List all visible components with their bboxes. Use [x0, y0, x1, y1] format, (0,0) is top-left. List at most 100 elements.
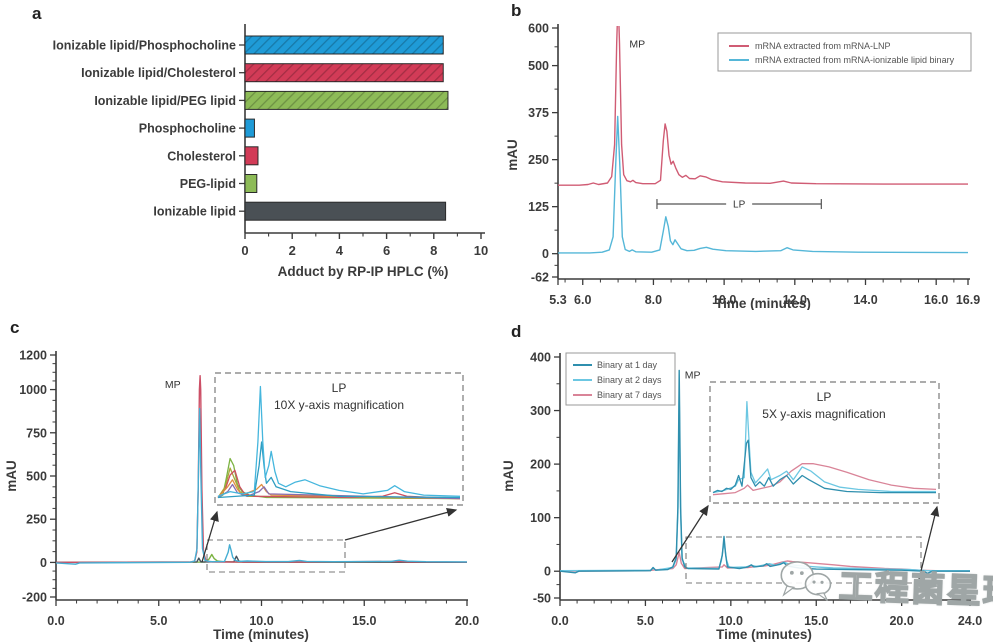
svg-text:MP: MP — [685, 369, 701, 381]
svg-text:10.0: 10.0 — [719, 614, 743, 628]
svg-text:0.0: 0.0 — [551, 614, 568, 628]
svg-text:Binary at 2 days: Binary at 2 days — [597, 375, 662, 385]
svg-text:12.0: 12.0 — [783, 293, 807, 307]
svg-text:Time (minutes): Time (minutes) — [716, 627, 812, 642]
svg-text:6: 6 — [383, 243, 390, 258]
lp-bracket — [656, 199, 822, 210]
svg-text:600: 600 — [528, 22, 549, 36]
panel-a: a 0 2 4 6 8 10 Adduct by RP-IP HPLC (%) Ionizab… — [0, 0, 497, 310]
svg-text:0: 0 — [544, 565, 551, 579]
svg-text:6.0: 6.0 — [574, 293, 591, 307]
svg-text:20.0: 20.0 — [889, 614, 913, 628]
svg-text:Cholesterol: Cholesterol — [167, 149, 236, 163]
svg-text:250: 250 — [26, 513, 47, 527]
trace-Binary at 7 days — [560, 551, 971, 572]
svg-text:16.0: 16.0 — [924, 293, 948, 307]
panel-a-bar-chart: 0 2 4 6 8 10 Adduct by RP-IP HPLC (%) Ionizable… — [53, 24, 488, 279]
svg-text:4: 4 — [336, 243, 344, 258]
svg-text:mRNA extracted from mRNA-ioniz: mRNA extracted from mRNA-ionizable lipid… — [755, 55, 955, 65]
svg-text:500: 500 — [528, 59, 549, 73]
svg-text:1200: 1200 — [19, 349, 47, 363]
svg-text:10X y-axis magnification: 10X y-axis magnification — [274, 398, 404, 412]
svg-text:0: 0 — [40, 556, 47, 570]
panel-b-label: b — [511, 1, 522, 20]
panel-c-label: c — [10, 318, 20, 337]
svg-text:20.0: 20.0 — [455, 614, 479, 628]
svg-text:24.0: 24.0 — [958, 614, 982, 628]
svg-text:2: 2 — [289, 243, 296, 258]
panel-c: c 1200 1000 750 500 250 0 -200 0.0 5.0 10.0 15.0 20… — [0, 310, 497, 643]
svg-text:Binary at 1 day: Binary at 1 day — [597, 360, 658, 370]
svg-text:15.0: 15.0 — [804, 614, 828, 628]
svg-text:200: 200 — [530, 458, 551, 472]
svg-text:10: 10 — [474, 243, 488, 258]
svg-text:400: 400 — [530, 351, 551, 365]
bar-5 — [244, 174, 258, 193]
bar-2 — [244, 90, 449, 110]
zoom-source-box — [206, 539, 346, 573]
svg-text:Ionizable lipid/PEG lipid: Ionizable lipid/PEG lipid — [94, 94, 236, 108]
svg-text:100: 100 — [530, 511, 551, 525]
svg-text:10.0: 10.0 — [712, 293, 736, 307]
svg-text:300: 300 — [530, 404, 551, 418]
panel-b-chromatogram: 600 500 375 250 125 0 -625.3 6.0 8.0 10.0 12.0 14.0… — [505, 22, 980, 311]
svg-text:MP: MP — [165, 379, 181, 391]
svg-text:Ionizable lipid/Cholesterol: Ionizable lipid/Cholesterol — [81, 66, 236, 80]
trace-trace-cyan — [56, 407, 468, 565]
svg-text:LP: LP — [332, 381, 347, 395]
svg-text:Binary at 7 days: Binary at 7 days — [597, 390, 662, 400]
panel-d-label: d — [511, 322, 522, 341]
svg-text:Time (minutes): Time (minutes) — [715, 296, 811, 310]
svg-text:500: 500 — [26, 470, 47, 484]
svg-text:-200: -200 — [22, 591, 47, 605]
panel-d-chromatogram: 400 300 200 100 0 -500.0 5.0 10.0 15.0 20.0 24.0 Ti… — [501, 351, 982, 643]
svg-text:Time (minutes): Time (minutes) — [213, 627, 309, 642]
zoom-arrow — [918, 505, 940, 580]
svg-text:Ionizable lipid: Ionizable lipid — [153, 205, 236, 219]
svg-text:Ionizable lipid/Phosphocholine: Ionizable lipid/Phosphocholine — [53, 39, 236, 53]
svg-text:PEG-lipid: PEG-lipid — [180, 177, 236, 191]
svg-text:10.0: 10.0 — [249, 614, 273, 628]
svg-text:5.3: 5.3 — [549, 293, 566, 307]
zoom-arrow — [201, 510, 219, 563]
svg-text:1000: 1000 — [19, 383, 47, 397]
svg-text:LP: LP — [733, 200, 746, 211]
panel-d: d 400 300 200 100 0 -50 0.0 5.0 10.0 15.0 20.0 24.0… — [497, 310, 993, 643]
svg-text:5.0: 5.0 — [150, 614, 167, 628]
trace-mRNA extracted from mRNA-LNP — [558, 26, 968, 186]
panel-b: b 600 500 375 250 125 0 -62 5.3 6.0 8.0 10.0 12.0 14… — [497, 0, 993, 310]
svg-text:16.9: 16.9 — [956, 293, 980, 307]
svg-text:0: 0 — [241, 243, 248, 258]
legend-box — [717, 32, 972, 72]
svg-text:15.0: 15.0 — [352, 614, 376, 628]
bar-4 — [244, 146, 259, 166]
svg-text:MP: MP — [629, 39, 645, 51]
svg-text:5X y-axis magnification: 5X y-axis magnification — [762, 407, 885, 421]
svg-text:8: 8 — [430, 243, 437, 258]
svg-text:-50: -50 — [533, 592, 551, 606]
zoom-arrow — [671, 504, 709, 563]
svg-text:mAU: mAU — [501, 460, 516, 492]
svg-text:Phosphocholine: Phosphocholine — [139, 122, 236, 136]
svg-text:Adduct by RP-IP HPLC (%): Adduct by RP-IP HPLC (%) — [278, 264, 449, 279]
zoom-arrow — [344, 507, 458, 541]
bar-1 — [244, 63, 444, 83]
svg-text:14.0: 14.0 — [853, 293, 877, 307]
panel-a-label: a — [32, 4, 42, 23]
bar-6 — [244, 201, 447, 221]
svg-text:mAU: mAU — [4, 460, 19, 492]
trace-mRNA extracted from mRNA-ionizable lipid binary — [558, 115, 969, 254]
svg-text:5.0: 5.0 — [637, 614, 654, 628]
bar-3 — [244, 118, 255, 138]
svg-text:0.0: 0.0 — [47, 614, 64, 628]
svg-text:mAU: mAU — [505, 139, 520, 171]
svg-text:mRNA extracted from mRNA-LNP: mRNA extracted from mRNA-LNP — [755, 41, 891, 51]
svg-text:8.0: 8.0 — [645, 293, 662, 307]
svg-text:LP: LP — [817, 390, 832, 404]
svg-text:0: 0 — [542, 247, 549, 261]
svg-text:250: 250 — [528, 153, 549, 167]
svg-text:-62: -62 — [531, 271, 549, 285]
svg-text:750: 750 — [26, 426, 47, 440]
